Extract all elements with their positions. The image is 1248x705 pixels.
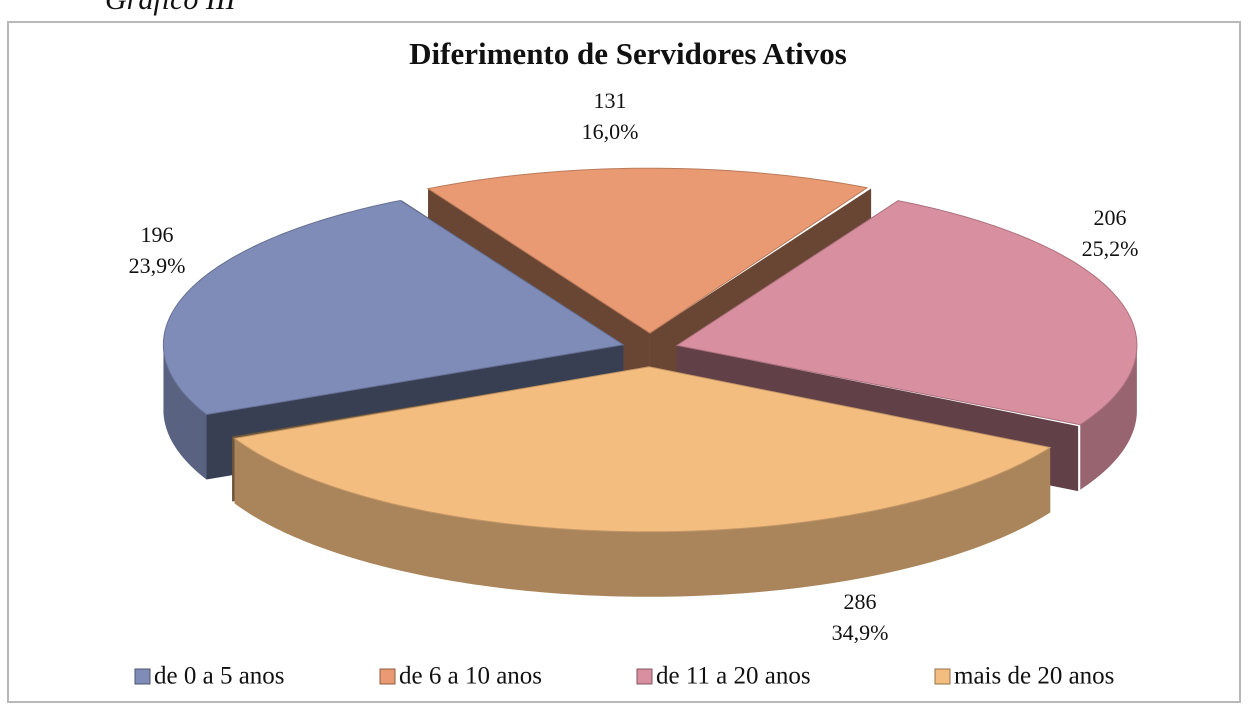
- legend-swatch: [934, 668, 951, 685]
- data-label-percent: 25,2%: [1082, 236, 1139, 261]
- legend-swatch: [636, 668, 653, 685]
- slice-side: [234, 438, 1051, 597]
- slice: [232, 366, 1052, 597]
- slice-top: [162, 199, 625, 416]
- data-label: 131: [594, 88, 627, 113]
- chart-title: Diferimento de Servidores Ativos: [409, 36, 847, 71]
- legend-label: de 11 a 20 anos: [656, 663, 811, 690]
- data-label-percent: 34,9%: [832, 620, 889, 645]
- slice-top: [233, 366, 1052, 533]
- data-label: 196: [141, 222, 174, 247]
- data-label-percent: 16,0%: [582, 119, 639, 144]
- data-label: 206: [1094, 205, 1127, 230]
- slice-top: [426, 167, 869, 334]
- slice-side: [1080, 347, 1137, 490]
- legend-label: mais de 20 anos: [954, 663, 1114, 690]
- data-label-percent: 23,9%: [129, 253, 186, 278]
- data-label: 286: [844, 589, 877, 614]
- slice-top: [675, 200, 1138, 426]
- legend-label: de 0 a 5 anos: [154, 663, 285, 690]
- legend-label: de 6 a 10 anos: [399, 663, 542, 690]
- header-text: Gráfico III: [105, 0, 238, 16]
- legend-swatch: [379, 668, 396, 685]
- legend-swatch: [134, 668, 151, 685]
